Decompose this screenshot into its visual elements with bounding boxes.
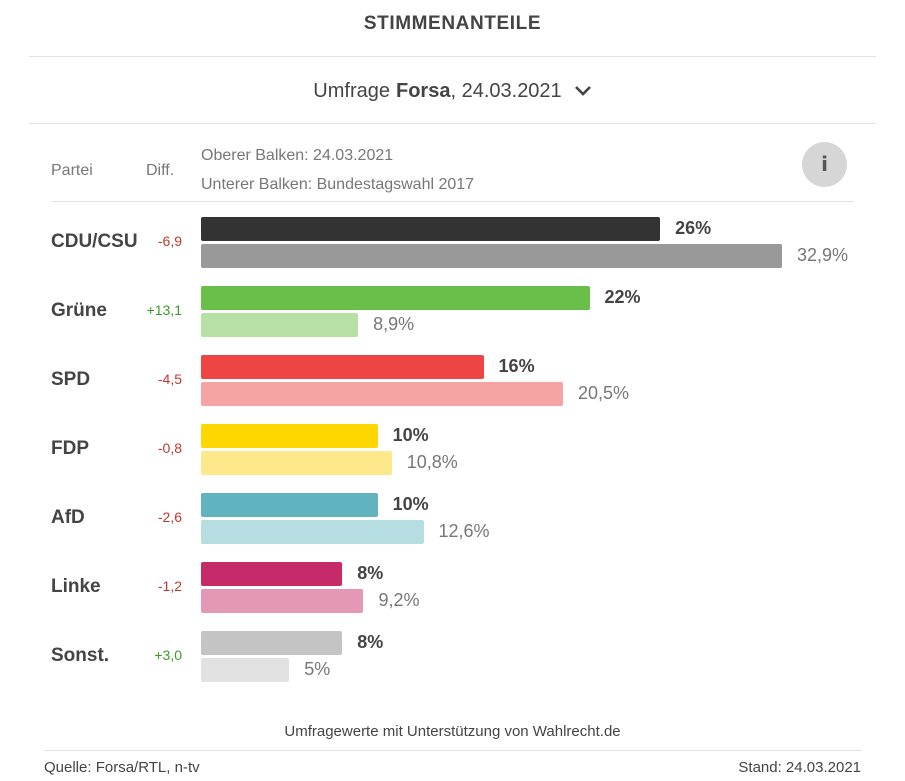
divider <box>51 201 854 202</box>
party-name: CDU/CSU <box>51 231 138 252</box>
party-name: AfD <box>51 507 85 528</box>
survey-date: , 24.03.2021 <box>450 79 562 102</box>
bar-top <box>201 493 378 517</box>
bar-top <box>201 631 343 655</box>
bar-bottom-label: 12,6% <box>438 521 490 541</box>
bar-bottom-label: 9,2% <box>378 590 420 610</box>
party-diff: -4,5 <box>157 371 182 387</box>
bar-bottom-label: 32,9% <box>797 245 849 265</box>
party-name: FDP <box>51 438 89 459</box>
party-name: Grüne <box>51 300 107 321</box>
bar-bottom <box>201 520 424 544</box>
bar-top <box>201 562 343 586</box>
bar-top <box>201 217 661 241</box>
column-header-diff: Diff. <box>146 162 175 179</box>
bar-top <box>201 424 378 448</box>
party-diff: -0,8 <box>157 440 182 456</box>
bar-bottom-label: 20,5% <box>578 383 630 403</box>
column-header-party: Partei <box>51 162 93 179</box>
credit-text: Umfragewerte mit Unterstützung von Wahlr… <box>284 723 621 740</box>
bar-bottom <box>201 658 290 682</box>
party-name: SPD <box>51 369 91 390</box>
party-name: Sonst. <box>51 645 110 666</box>
divider <box>29 123 876 124</box>
party-diff: +3,0 <box>154 647 182 663</box>
bar-top <box>201 286 590 310</box>
bar-bottom <box>201 382 564 406</box>
bar-top <box>201 355 484 379</box>
bar-top-label: 10% <box>392 494 429 514</box>
bar-top-label: 16% <box>498 356 535 376</box>
party-name: Linke <box>51 576 101 597</box>
divider <box>29 56 876 57</box>
bar-top-label: 22% <box>604 287 641 307</box>
legend-top-bar: Oberer Balken: 24.03.2021 <box>201 147 394 164</box>
source-text: Quelle: Forsa/RTL, n-tv <box>44 759 200 776</box>
bar-bottom-label: 8,9% <box>373 314 415 334</box>
survey-dropdown[interactable]: Umfrage Forsa , 24.03.2021 <box>0 78 905 104</box>
party-diff: -6,9 <box>157 233 182 249</box>
party-diff: +13,1 <box>146 302 182 318</box>
bar-top-label: 8% <box>357 563 384 583</box>
bar-top-label: 10% <box>392 425 429 445</box>
legend-bottom-bar: Unterer Balken: Bundestagswahl 2017 <box>201 176 475 193</box>
survey-institute: Forsa <box>396 79 451 102</box>
bar-bottom-label: 10,8% <box>406 452 458 472</box>
stand-text: Stand: 24.03.2021 <box>738 759 861 776</box>
bar-bottom <box>201 313 359 337</box>
divider <box>44 750 862 751</box>
party-diff: -2,6 <box>157 509 182 525</box>
bar-bottom <box>201 589 364 613</box>
chart-title: STIMMENANTEILE <box>363 13 542 34</box>
bar-bottom <box>201 451 392 475</box>
bar-bottom-label: 5% <box>304 659 331 679</box>
bar-bottom <box>201 244 782 268</box>
bar-top-label: 8% <box>357 632 384 652</box>
bar-top-label: 26% <box>675 218 712 238</box>
chevron-down-icon <box>574 80 592 103</box>
party-diff: -1,2 <box>157 578 182 594</box>
info-button[interactable]: i <box>802 142 847 187</box>
survey-prefix: Umfrage <box>313 79 390 102</box>
